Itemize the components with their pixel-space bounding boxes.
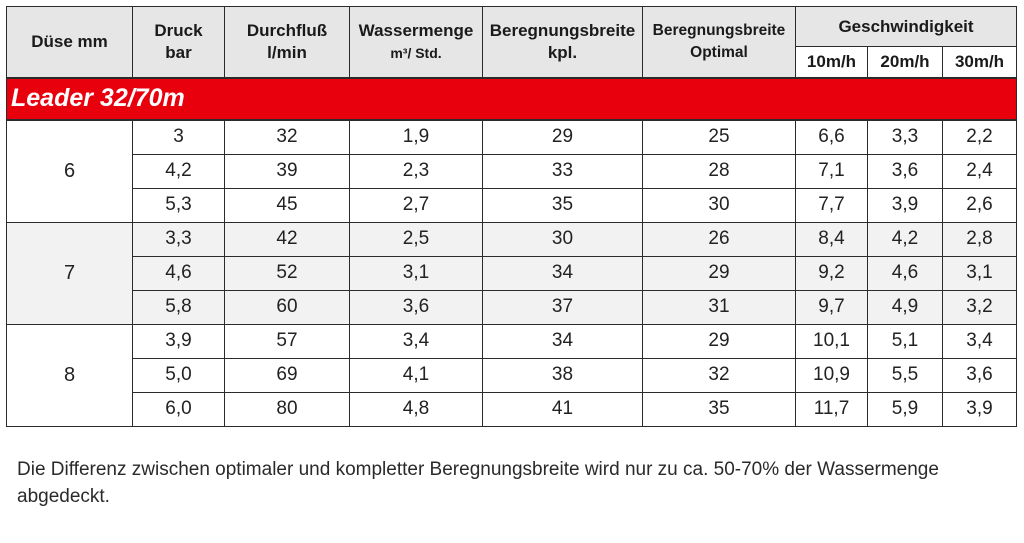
table-cell: 3,2 [941,289,1018,325]
table-cell: 4,2 [132,153,225,189]
table-row: 7 3,3 42 2,5 30 26 8,4 4,2 2,8 [6,221,1018,325]
header-flow: Durchfluß l/min [224,6,350,78]
header-width-total: Beregnungsbreite kpl. [482,6,643,78]
table-cell: 3,1 [941,255,1018,291]
table-cell: 2,6 [941,187,1018,223]
table-cell: 33 [482,153,643,189]
table-cell: 32 [224,119,350,155]
table-cell: 3,9 [867,187,943,223]
table-cell: 4,1 [349,357,483,393]
table-row: 5,0 69 4,1 38 32 10,9 5,5 3,6 [7,357,1018,393]
table-cell: 60 [224,289,350,325]
table-cell: 3,9 [941,391,1018,427]
table-cell: 35 [642,391,796,427]
table-cell: 7,7 [795,187,868,223]
table-cell: 34 [482,323,643,359]
table-cell: 4,9 [867,289,943,325]
table-row: 5,8 60 3,6 37 31 9,7 4,9 3,2 [7,289,1018,325]
table-cell: 45 [224,187,350,223]
table-cell: 11,7 [795,391,868,427]
table-cell: 5,1 [867,323,943,359]
table-cell: 29 [482,119,643,155]
table-row: 4,6 52 3,1 34 29 9,2 4,6 3,1 [7,255,1018,291]
table-cell: 35 [482,187,643,223]
table-cell: 2,2 [941,119,1018,155]
header-speed-20: 20m/h [867,46,943,78]
table-cell: 4,2 [867,221,943,257]
table-cell: 57 [224,323,350,359]
table-cell: 3,3 [132,221,225,257]
table-cell: 32 [642,357,796,393]
table-cell: 9,2 [795,255,868,291]
table-cell: 4,6 [132,255,225,291]
table-cell: 2,7 [349,187,483,223]
table-cell: 8,4 [795,221,868,257]
model-title: Leader 32/70m [5,76,1018,121]
header-water-amount: Wassermenge m³/ Std. [349,6,483,78]
table-cell: 2,8 [941,221,1018,257]
table-cell: 3,6 [941,357,1018,393]
table-row: 5,3 45 2,7 35 30 7,7 3,9 2,6 [7,187,1018,223]
nozzle-performance-table: Düse mm Druck bar Durchfluß l/min Wasserme… [5,6,1018,427]
table-cell: 2,5 [349,221,483,257]
table-cell: 2,4 [941,153,1018,189]
table-cell: 39 [224,153,350,189]
table-cell: 3,9 [132,323,225,359]
header-speed-group: Geschwindigkeit [794,6,1018,47]
table-cell: 52 [224,255,350,291]
table-row: 6,0 80 4,8 41 35 11,7 5,9 3,9 [7,391,1018,427]
table-row: 8 3,9 57 3,4 34 29 10,1 5,1 3,4 [6,323,1018,427]
table-cell: 1,9 [349,119,483,155]
table-cell: 30 [642,187,796,223]
table-cell: 10,9 [795,357,868,393]
footnote: Die Differenz zwischen optimaler und kom… [17,459,939,507]
header-width-optimal: Beregnungsbreite Optimal [642,6,796,78]
table-cell: 3,4 [349,323,483,359]
table-cell: 3,6 [349,289,483,325]
table-row: 4,2 39 2,3 33 28 7,1 3,6 2,4 [7,153,1018,189]
table-cell: 38 [482,357,643,393]
table-cell: 42 [224,221,350,257]
table-cell: 9,7 [795,289,868,325]
table-cell: 80 [224,391,350,427]
table-row: 6 3 32 1,9 29 25 6,6 3,3 2,2 [6,119,1018,223]
table-cell: 31 [642,289,796,325]
table-cell: 5,0 [132,357,225,393]
table-cell: 30 [482,221,643,257]
table-cell: 3 [132,119,225,155]
table-cell: 28 [642,153,796,189]
header-speed-10: 10m/h [795,46,868,78]
table-cell: 5,8 [132,289,225,325]
table-cell: 6,0 [132,391,225,427]
table-cell: 3,6 [867,153,943,189]
table-cell: 5,5 [867,357,943,393]
table-cell: 4,6 [867,255,943,291]
header-speed-30: 30m/h [941,46,1018,78]
table-cell: 37 [482,289,643,325]
table-cell: 34 [482,255,643,291]
table-cell: 69 [224,357,350,393]
nozzle-size-cell: 7 [6,221,133,325]
table-cell: 3,1 [349,255,483,291]
nozzle-size-cell: 6 [6,119,133,223]
table-cell: 3,3 [867,119,943,155]
table-cell: 2,3 [349,153,483,189]
nozzle-size-cell: 8 [6,323,133,427]
table-cell: 10,1 [795,323,868,359]
table-cell: 29 [642,323,796,359]
table-cell: 25 [642,119,796,155]
table-cell: 6,6 [795,119,868,155]
table-cell: 4,8 [349,391,483,427]
table-cell: 3,4 [941,323,1018,359]
table-cell: 26 [642,221,796,257]
model-title-row: Leader 32/70m [5,76,1018,121]
table-cell: 29 [642,255,796,291]
table-cell: 5,9 [867,391,943,427]
table-cell: 5,3 [132,187,225,223]
table-cell: 41 [482,391,643,427]
header-nozzle: Düse mm [6,6,133,78]
table-cell: 7,1 [795,153,868,189]
header-pressure: Druck bar [132,6,225,78]
